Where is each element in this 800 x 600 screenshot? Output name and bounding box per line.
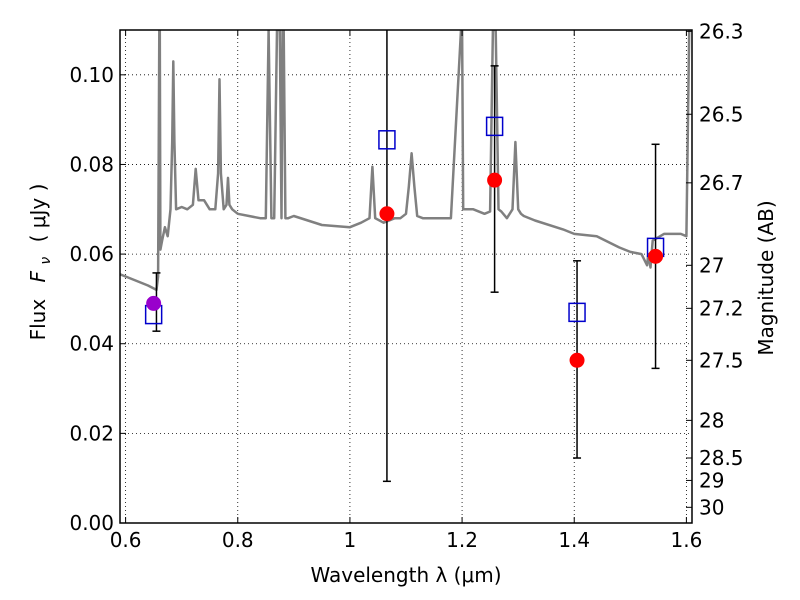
x-tick-label: 0.8 — [222, 528, 254, 552]
x-tick-label: 0.6 — [110, 528, 142, 552]
y-axis-label-unit: ( μJy ) — [26, 184, 50, 243]
model-spectrum-line — [120, 30, 692, 292]
right-tick-label: 26.5 — [699, 102, 744, 126]
y-tick-label: 0.02 — [69, 421, 114, 445]
right-tick-label: 27 — [699, 253, 724, 277]
right-tick-label: 26.3 — [699, 19, 744, 43]
y-tick-label: 0.08 — [69, 152, 114, 176]
y-axis-label-subscript: ν — [38, 257, 54, 265]
right-tick-label: 29 — [699, 468, 724, 492]
right-axis-label: Magnitude (AB) — [754, 200, 778, 355]
y-tick-label: 0.00 — [69, 511, 114, 535]
measured-flux-point — [487, 172, 503, 188]
right-tick-label: 28 — [699, 408, 724, 432]
measured-flux-point — [569, 352, 585, 368]
x-tick-label: 1 — [344, 528, 357, 552]
measured-flux-point — [379, 206, 395, 222]
y-tick-label: 0.10 — [69, 63, 114, 87]
x-axis-label: Wavelength λ (μm) — [310, 563, 501, 587]
plot-area — [120, 30, 692, 483]
right-tick-label: 30 — [699, 495, 724, 519]
y-axis-label-prefix: Flux — [26, 299, 50, 341]
measured-flux-point — [146, 295, 162, 311]
y-axis-label: Flux F ν ( μJy ) — [26, 184, 55, 341]
model-photometry-marker — [485, 116, 504, 137]
x-tick-label: 1.2 — [446, 528, 478, 552]
model-photometry-marker — [378, 130, 396, 150]
right-tick-label: 27.5 — [699, 348, 744, 372]
y-tick-label: 0.06 — [69, 242, 114, 266]
right-tick-label: 28.5 — [699, 446, 744, 470]
model-photometry-marker — [568, 302, 586, 323]
x-tick-label: 1.6 — [670, 528, 702, 552]
measured-flux-point — [648, 248, 664, 264]
axis-ticks: 0.6 0.8 1 1.2 1.4 1.6 0.00 0.02 0.04 0.06 0.08 0.10… — [69, 19, 743, 552]
x-tick-label: 1.4 — [558, 528, 590, 552]
plot-frame — [119, 29, 693, 524]
right-tick-label: 27.2 — [699, 296, 744, 320]
right-tick-label: 26.7 — [699, 171, 744, 195]
y-tick-label: 0.04 — [69, 332, 114, 356]
y-axis-label-symbol: F — [26, 270, 50, 282]
